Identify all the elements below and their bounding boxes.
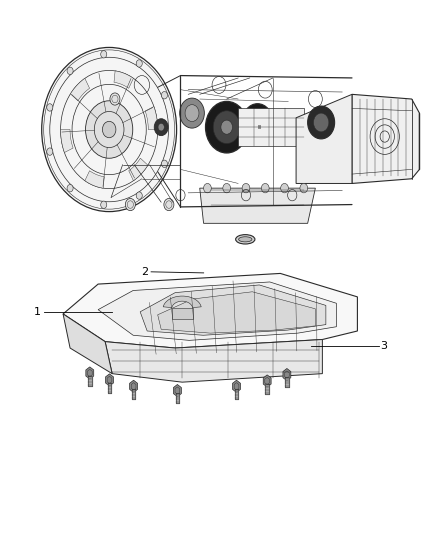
Circle shape — [307, 106, 335, 139]
Circle shape — [261, 183, 269, 193]
Circle shape — [158, 124, 164, 131]
Circle shape — [221, 120, 233, 134]
Text: 2: 2 — [141, 267, 148, 277]
Circle shape — [242, 104, 273, 141]
Polygon shape — [60, 130, 73, 152]
Polygon shape — [114, 71, 134, 88]
Polygon shape — [140, 285, 326, 335]
Circle shape — [300, 183, 307, 193]
Ellipse shape — [236, 235, 255, 244]
Text: III: III — [257, 125, 262, 130]
Text: 1: 1 — [34, 307, 41, 317]
Polygon shape — [163, 296, 201, 308]
Circle shape — [162, 160, 167, 167]
Polygon shape — [145, 107, 158, 130]
Circle shape — [242, 183, 250, 193]
Circle shape — [85, 101, 133, 158]
Polygon shape — [98, 282, 336, 341]
Circle shape — [154, 119, 168, 135]
Bar — [172, 309, 193, 319]
Circle shape — [314, 113, 329, 132]
Circle shape — [67, 67, 73, 75]
Polygon shape — [63, 314, 112, 374]
Circle shape — [223, 183, 230, 193]
Circle shape — [125, 198, 135, 211]
Circle shape — [233, 198, 243, 211]
Circle shape — [47, 104, 53, 111]
Polygon shape — [233, 380, 240, 392]
Circle shape — [110, 93, 120, 105]
Polygon shape — [85, 171, 104, 188]
Polygon shape — [86, 367, 94, 379]
Polygon shape — [63, 273, 357, 348]
Ellipse shape — [239, 237, 252, 242]
Circle shape — [281, 183, 288, 193]
Circle shape — [47, 148, 53, 155]
Circle shape — [101, 51, 107, 58]
Polygon shape — [105, 340, 322, 382]
Circle shape — [213, 111, 240, 143]
Polygon shape — [200, 188, 315, 223]
Circle shape — [42, 47, 177, 212]
Circle shape — [162, 92, 167, 99]
Polygon shape — [283, 368, 291, 381]
Polygon shape — [296, 94, 352, 183]
Polygon shape — [71, 78, 90, 101]
Polygon shape — [158, 292, 315, 333]
Circle shape — [67, 184, 73, 192]
Circle shape — [248, 111, 267, 134]
Polygon shape — [173, 384, 181, 397]
Circle shape — [205, 101, 248, 153]
Polygon shape — [129, 158, 148, 181]
Bar — [238, 108, 304, 146]
Circle shape — [136, 60, 142, 67]
Circle shape — [136, 192, 142, 199]
Text: 3: 3 — [380, 342, 387, 351]
Circle shape — [180, 98, 205, 128]
Circle shape — [101, 201, 107, 208]
Circle shape — [102, 122, 116, 138]
Circle shape — [299, 198, 309, 211]
Polygon shape — [352, 94, 420, 183]
Circle shape — [204, 183, 211, 193]
Circle shape — [185, 104, 199, 122]
Polygon shape — [106, 374, 113, 386]
Circle shape — [164, 198, 174, 211]
Polygon shape — [263, 375, 271, 387]
Polygon shape — [130, 380, 138, 392]
